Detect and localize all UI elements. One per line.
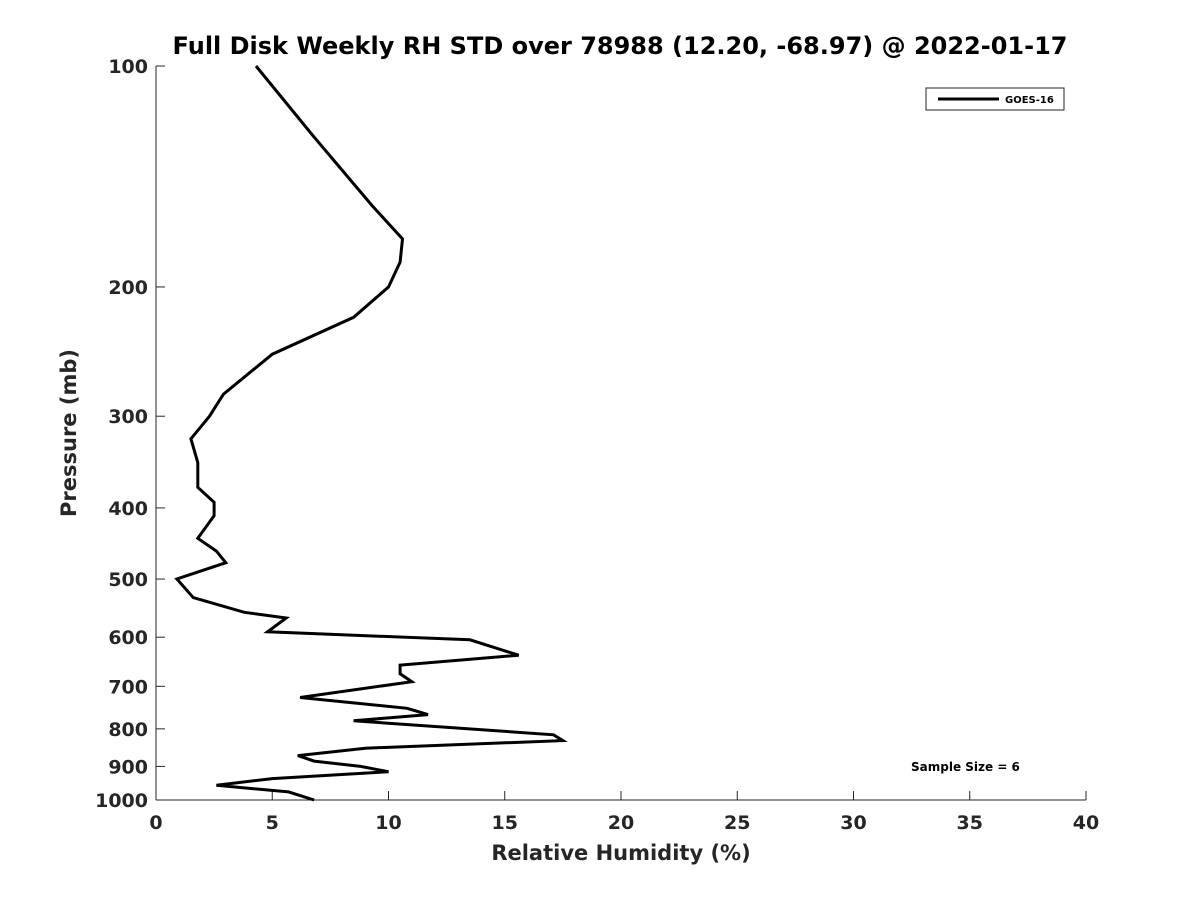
y-tick-label: 600 xyxy=(108,627,148,649)
y-tick-label: 200 xyxy=(108,277,148,299)
x-tick-label: 20 xyxy=(608,812,634,834)
series-line xyxy=(174,65,568,802)
y-tick-label: 100 xyxy=(108,56,148,78)
y-axis-label: Pressure (mb) xyxy=(57,349,81,517)
y-tick-label: 700 xyxy=(108,676,148,698)
chart-title: Full Disk Weekly RH STD over 78988 (12.2… xyxy=(173,32,1068,60)
y-tick-label: 900 xyxy=(108,756,148,778)
y-tick-label: 800 xyxy=(108,719,148,741)
series-layer xyxy=(174,65,568,802)
legend: GOES-16 xyxy=(925,87,1065,111)
y-tick-label: 1000 xyxy=(95,790,148,812)
x-tick-label: 40 xyxy=(1073,812,1099,834)
x-tick-label: 15 xyxy=(492,812,518,834)
y-tick-label: 300 xyxy=(108,406,148,428)
legend-label: GOES-16 xyxy=(1005,95,1054,106)
x-tick-label: 5 xyxy=(266,812,279,834)
x-tick-label: 35 xyxy=(957,812,983,834)
x-tick-label: 10 xyxy=(375,812,401,834)
x-tick-label: 0 xyxy=(149,812,162,834)
x-ticks: 0 5 10 15 20 25 30 35 40 xyxy=(149,791,1099,834)
y-tick-label: 400 xyxy=(108,498,148,520)
y-tick-label: 500 xyxy=(108,569,148,591)
y-ticks: 100 200 300 400 500 600 700 800 900 1000 xyxy=(95,56,165,812)
x-tick-label: 30 xyxy=(840,812,866,834)
x-axis-label: Relative Humidity (%) xyxy=(491,841,750,865)
sample-size-annotation: Sample Size = 6 xyxy=(911,760,1020,774)
x-tick-label: 25 xyxy=(724,812,750,834)
